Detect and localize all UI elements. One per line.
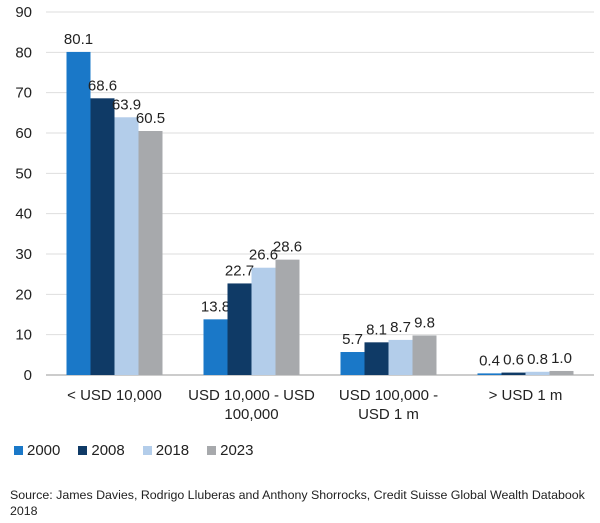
y-tick-label: 50 — [15, 165, 32, 182]
bar-chart: 0 10 20 30 40 50 60 70 80 90 80.1 68.6 63.960.5 < USD… — [15, 4, 594, 423]
legend-swatch-2008 — [78, 446, 88, 455]
legend-item-2000[interactable]: 2000 — [14, 442, 60, 459]
x-tick-label: 100,000 — [224, 406, 278, 423]
legend-swatch-2018 — [142, 446, 152, 455]
y-tick-label: 70 — [15, 85, 32, 102]
legend-item-2008[interactable]: 2008 — [78, 442, 125, 459]
value-label-2023: 9.8 — [414, 314, 435, 331]
y-tick-label: 60 — [15, 125, 32, 142]
bar-2000 — [66, 51, 91, 376]
source-note: Source: James Davies, Rodrigo Lluberas a… — [10, 488, 585, 518]
bar-2000 — [203, 319, 228, 375]
y-tick-label: 0 — [24, 367, 32, 384]
bar-2008 — [501, 372, 526, 375]
value-label-2000: 0.4 — [479, 352, 500, 369]
value-label-2018: 26.6 — [249, 247, 278, 264]
bar-2018 — [114, 117, 139, 376]
legend-swatch-2000 — [14, 446, 23, 455]
bar-2023 — [549, 370, 574, 375]
legend-label-2008: 2008 — [91, 442, 125, 459]
value-label-2018: 63.9 — [112, 96, 141, 113]
bar-2018 — [525, 371, 550, 375]
value-label-2000: 80.1 — [64, 31, 93, 48]
value-label-2000: 5.7 — [342, 331, 363, 348]
legend-swatch-2023 — [207, 446, 217, 455]
x-tick-label: USD 1 m — [358, 406, 419, 423]
bar-2018 — [388, 339, 413, 375]
value-label-2008: 22.7 — [225, 262, 254, 279]
value-label-2000: 13.8 — [201, 298, 230, 315]
bar-2008 — [364, 342, 389, 375]
value-label-2023: 1.0 — [551, 350, 572, 367]
y-tick-label: 30 — [15, 246, 32, 263]
legend-label-2000: 2000 — [27, 442, 61, 459]
y-tick-label: 80 — [15, 44, 32, 61]
bar-2023 — [412, 335, 437, 375]
y-tick-label: 40 — [15, 206, 32, 223]
legend-item-2023[interactable]: 2023 — [207, 442, 254, 459]
x-tick-label: < USD 10,000 — [67, 387, 162, 404]
bar-2008 — [90, 98, 115, 376]
bar-2000 — [340, 352, 365, 375]
legend-label-2023: 2023 — [220, 442, 254, 459]
legend: 2000 2008 2018 2023 — [14, 442, 254, 459]
y-tick-label: 20 — [15, 286, 32, 303]
bar-2023 — [275, 259, 300, 375]
value-label-2008: 68.6 — [88, 77, 117, 94]
value-label-2023: 28.6 — [273, 239, 302, 256]
value-label-2018: 0.8 — [527, 351, 548, 368]
x-tick-label: USD 10,000 - USD — [188, 387, 315, 404]
bar-2008 — [227, 283, 252, 375]
bar-2023 — [138, 130, 163, 375]
x-tick-label: > USD 1 m — [489, 387, 563, 404]
value-label-2018: 8.7 — [390, 319, 411, 336]
y-tick-label: 90 — [15, 4, 32, 21]
y-tick-label: 10 — [15, 327, 32, 344]
legend-item-2018[interactable]: 2018 — [142, 442, 190, 459]
value-label-2008: 0.6 — [503, 352, 524, 369]
bar-2000 — [477, 373, 502, 375]
value-label-2023: 60.5 — [136, 110, 165, 127]
bar-2018 — [251, 267, 276, 375]
x-tick-label: USD 100,000 - — [339, 387, 438, 404]
value-label-2008: 8.1 — [366, 321, 387, 338]
legend-label-2018: 2018 — [155, 442, 190, 459]
